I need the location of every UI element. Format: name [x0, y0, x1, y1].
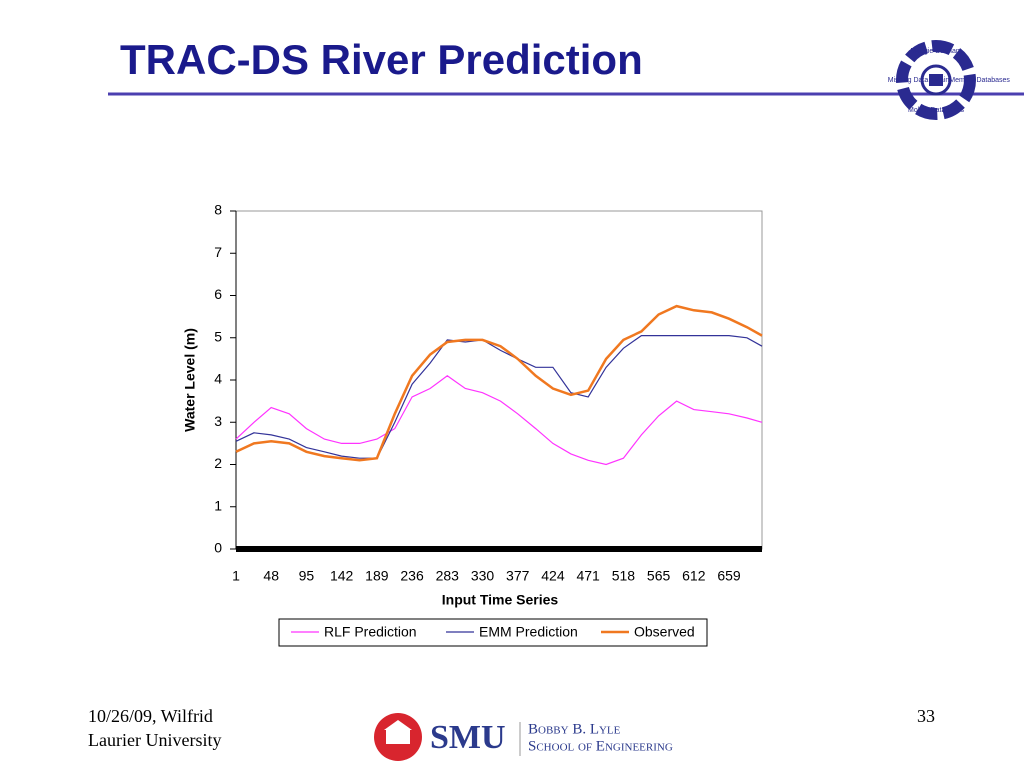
x-tick-label: 612 — [682, 568, 706, 584]
x-axis-label: Input Time Series — [442, 592, 559, 608]
series-line — [235, 335, 763, 459]
y-tick-label: 1 — [214, 497, 222, 513]
x-tick-label: 659 — [717, 568, 741, 584]
series-line — [235, 304, 763, 462]
x-tick-label: 330 — [471, 568, 495, 584]
footer-text: Laurier University — [88, 730, 221, 750]
slide-title: TRAC-DS River Prediction — [120, 36, 643, 83]
x-tick-label: 283 — [436, 568, 460, 584]
x-tick-label: 95 — [299, 568, 315, 584]
smu-logo: SMU Bobby B. Lyle School of Engineering — [374, 713, 673, 761]
logo-text: MainMemory Databases — [934, 77, 1010, 84]
y-tick-label: 8 — [214, 202, 222, 218]
x-tick-label: 565 — [647, 568, 671, 584]
school-text: School of Engineering — [528, 738, 673, 754]
x-tick-label: 518 — [612, 568, 636, 584]
logo: Maggie Dunham Missing Data MainMemory Da… — [888, 40, 1010, 120]
series-line — [235, 375, 763, 466]
legend-label: Observed — [634, 624, 695, 640]
legend — [278, 618, 708, 647]
x-tick-label: 189 — [365, 568, 389, 584]
logo-text: Maggie Dunham — [910, 48, 962, 55]
y-tick-label: 3 — [214, 413, 222, 429]
logo-text: Missing Data — [888, 77, 929, 84]
y-tick-label: 6 — [214, 286, 222, 302]
school-text: Bobby B. Lyle — [528, 721, 621, 737]
x-tick-label: 236 — [400, 568, 424, 584]
x-tick-label: 377 — [506, 568, 530, 584]
x-tick-label: 48 — [263, 568, 279, 584]
y-tick-label: 7 — [214, 244, 222, 260]
x-tick-label: 424 — [541, 568, 565, 584]
y-tick-label: 5 — [214, 328, 222, 344]
logo-text: Mobile Databases — [908, 107, 965, 114]
x-tick-label: 1 — [232, 568, 240, 584]
legend-label: RLF Prediction — [324, 624, 417, 640]
legend-label: EMM Prediction — [479, 624, 578, 640]
plot-frame — [235, 210, 763, 550]
y-tick-label: 2 — [214, 455, 222, 471]
footer-text: 10/26/09, Wilfrid — [88, 706, 213, 726]
x-tick-label: 471 — [576, 568, 600, 584]
x-tick-label: 142 — [330, 568, 354, 584]
smu-text: SMU — [430, 719, 506, 756]
y-axis-label: Water Level (m) — [182, 328, 198, 432]
y-tick-label: 0 — [214, 540, 222, 556]
y-tick-label: 4 — [214, 371, 222, 387]
page-number: 33 — [917, 706, 935, 726]
